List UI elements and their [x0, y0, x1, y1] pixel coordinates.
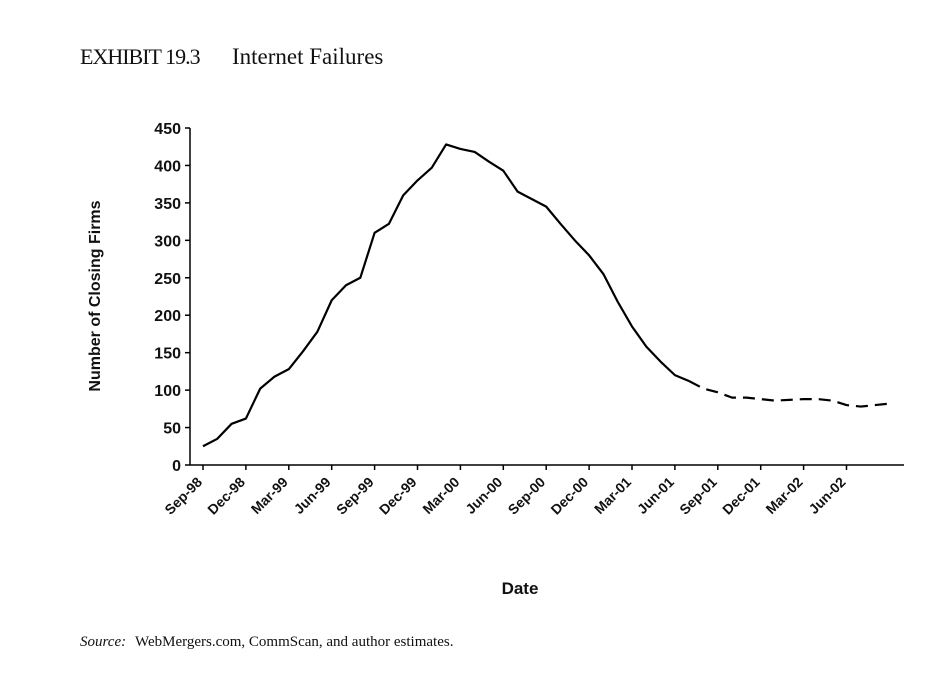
x-tick-label: Dec-00	[547, 474, 591, 518]
x-tick-label: Mar-02	[762, 474, 805, 517]
x-tick-label: Dec-01	[719, 474, 763, 518]
y-tick-label: 450	[154, 121, 181, 138]
x-tick-label: Mar-00	[419, 474, 462, 517]
y-tick-label: 400	[154, 158, 181, 175]
x-tick-label: Jun-02	[805, 474, 848, 517]
x-tick-label: Sep-00	[505, 474, 549, 518]
source-label: Source:	[80, 634, 126, 650]
y-tick-label: 150	[154, 346, 181, 363]
data-line	[688, 380, 890, 408]
y-tick-label: 50	[163, 421, 181, 438]
x-tick-label: Sep-99	[333, 474, 377, 518]
x-tick-label: Jun-01	[634, 474, 677, 517]
y-axis-label: Number of Closing Firms	[87, 200, 104, 391]
x-tick-label: Jun-00	[462, 474, 505, 517]
x-tick-label: Mar-99	[248, 474, 291, 517]
x-axis-label: Date	[502, 579, 539, 598]
x-tick-label: Dec-99	[376, 474, 420, 518]
y-tick-label: 0	[172, 458, 181, 475]
y-tick-label: 200	[154, 308, 181, 325]
y-tick-label: 300	[154, 233, 181, 250]
x-tick-label: Sep-01	[676, 474, 720, 518]
y-tick-label: 100	[154, 383, 181, 400]
y-tick-label: 250	[154, 271, 181, 288]
exhibit-label: EXHIBIT 19.3	[80, 44, 201, 69]
x-tick-label: Dec-98	[204, 474, 248, 518]
x-tick-label: Jun-99	[291, 474, 334, 517]
y-tick-label: 350	[154, 196, 181, 213]
x-tick-label: Sep-98	[161, 474, 205, 518]
chart-title: Internet Failures	[232, 44, 383, 69]
data-line	[202, 143, 690, 448]
x-tick-label: Mar-01	[591, 474, 634, 517]
source-text: WebMergers.com, CommScan, and author est…	[135, 634, 453, 650]
